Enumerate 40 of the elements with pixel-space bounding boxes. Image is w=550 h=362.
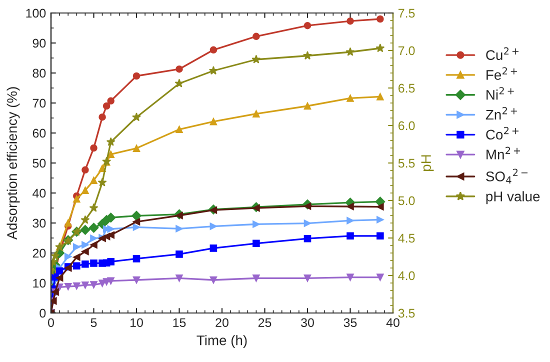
y2-tick-label: 7.0 bbox=[398, 46, 415, 56]
legend-label: Ni$^{2+}$ bbox=[486, 87, 514, 100]
x-axis-title: Time (h) bbox=[196, 335, 247, 348]
y-tick-label: 70 bbox=[32, 98, 46, 108]
legend-label: Mn$^{2+}$ bbox=[486, 146, 520, 160]
x-tick-label: 0 bbox=[48, 318, 54, 328]
y-tick-label: 10 bbox=[33, 278, 46, 288]
x-tick-label: 40 bbox=[386, 318, 400, 328]
y2-axis-title: pH bbox=[421, 155, 434, 171]
legend-label: Fe$^{2+}$ bbox=[486, 67, 517, 80]
y-tick-label: 60 bbox=[32, 128, 46, 138]
legend-label: Co$^{2+}$ bbox=[486, 126, 519, 140]
y-tick-label: 40 bbox=[32, 188, 46, 198]
y2-tick-label: 7.5 bbox=[398, 8, 415, 18]
x-tick-label: 20 bbox=[216, 318, 228, 328]
x-tick-label: 35 bbox=[344, 318, 357, 328]
y2-tick-label: 6.5 bbox=[398, 84, 415, 93]
legend-label: Zn$^{2+}$ bbox=[486, 106, 517, 120]
x-tick-label: 25 bbox=[258, 318, 272, 328]
x-tick-label: 30 bbox=[301, 318, 314, 328]
y-axis-title: Adsorption efficiency (%) bbox=[6, 87, 20, 240]
y-tick-label: 50 bbox=[32, 158, 46, 168]
y-tick-label: 90 bbox=[32, 38, 46, 48]
legend-label: SO$_{4}$$^{2−}$ bbox=[486, 168, 528, 184]
y-tick-label: 20 bbox=[32, 248, 46, 258]
legend-label: pH value bbox=[486, 191, 540, 204]
legend-label: Cu$^{2+}$ bbox=[486, 47, 519, 60]
y2-tick-label: 5.0 bbox=[398, 196, 415, 206]
x-tick-label: 5 bbox=[90, 318, 97, 328]
x-tick-label: 10 bbox=[130, 318, 143, 328]
y2-tick-label: 3.5 bbox=[398, 308, 415, 318]
y2-tick-label: 4.0 bbox=[398, 271, 415, 280]
y-tick-label: 80 bbox=[32, 68, 46, 78]
y-tick-label: 30 bbox=[32, 218, 46, 228]
y-tick-label: 100 bbox=[26, 8, 46, 18]
y2-tick-label: 4.5 bbox=[398, 234, 415, 243]
y2-tick-label: 5.5 bbox=[398, 158, 415, 168]
y2-tick-label: 6.0 bbox=[398, 121, 415, 130]
x-tick-label: 15 bbox=[173, 318, 186, 328]
y-tick-label: 0 bbox=[40, 308, 46, 318]
